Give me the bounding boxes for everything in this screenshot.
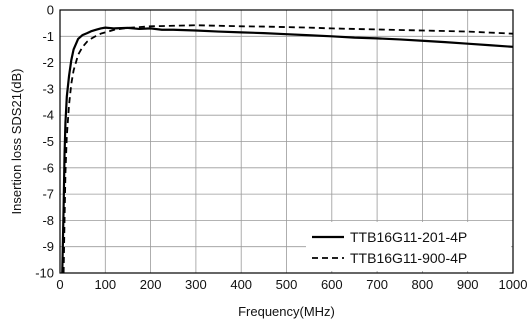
y-tick-label: -6 [42, 160, 54, 175]
tick-labels: 0 100 200 300 400 500 600 700 800 900 1000 0 -1 -2 -3 -… [35, 3, 527, 293]
x-tick-label: 600 [321, 277, 343, 292]
plot-frame [59, 9, 514, 274]
y-tick-label: -3 [42, 81, 54, 96]
y-tick-label: -9 [42, 239, 54, 254]
y-tick-label: -7 [42, 187, 54, 202]
legend-box [306, 222, 511, 271]
x-tick-label: 200 [140, 277, 162, 292]
y-tick-label: -5 [42, 134, 54, 149]
y-tick-label: -2 [42, 55, 54, 70]
x-tick-label: 100 [94, 277, 116, 292]
x-tick-label: 700 [366, 277, 388, 292]
legend: TTB16G11-201-4P TTB16G11-900-4P [306, 222, 511, 271]
x-tick-label: 0 [56, 277, 63, 292]
legend-label-series-1: TTB16G11-201-4P [350, 229, 467, 245]
series-line-1 [61, 26, 514, 274]
y-axis-label: Insertion loss SDS21(dB) [9, 69, 24, 215]
y-tick-label: -10 [35, 266, 54, 281]
series-layer [61, 24, 514, 274]
y-tick-label: 0 [47, 3, 54, 18]
x-tick-label: 1000 [499, 277, 528, 292]
x-tick-label: 400 [230, 277, 252, 292]
x-axis-label: Frequency(MHz) [238, 304, 335, 319]
legend-label-series-2: TTB16G11-900-4P [350, 250, 467, 266]
x-tick-label: 300 [185, 277, 207, 292]
y-tick-label: -8 [42, 213, 54, 228]
y-tick-label: -4 [42, 108, 54, 123]
x-tick-label: 500 [276, 277, 298, 292]
x-tick-label: 800 [412, 277, 434, 292]
x-tick-label: 900 [457, 277, 479, 292]
grid [60, 10, 513, 273]
y-tick-label: -1 [42, 29, 54, 44]
